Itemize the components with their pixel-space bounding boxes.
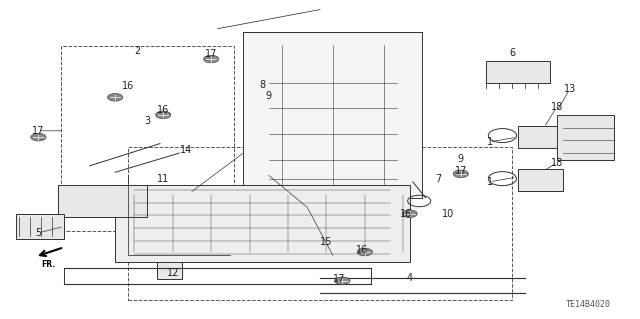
Text: 17: 17 (333, 274, 346, 284)
Text: 6: 6 (509, 48, 515, 58)
Bar (128, 147, 512, 300)
Text: 8: 8 (259, 79, 266, 90)
Circle shape (402, 210, 417, 218)
Bar (518, 169, 563, 191)
Text: TE14B4020: TE14B4020 (566, 300, 611, 309)
Text: 9: 9 (458, 154, 464, 165)
Text: 11: 11 (157, 174, 170, 184)
Text: 13: 13 (563, 84, 576, 94)
Text: 17: 17 (454, 166, 467, 176)
Text: 16: 16 (157, 105, 170, 115)
Bar (557, 115, 614, 160)
Text: 16: 16 (122, 81, 134, 91)
Text: 17: 17 (32, 126, 45, 136)
Text: 15: 15 (320, 237, 333, 248)
Text: 4: 4 (406, 272, 413, 283)
Circle shape (156, 111, 171, 119)
Circle shape (335, 277, 350, 285)
Bar (58, 185, 147, 217)
Text: 1: 1 (486, 177, 493, 187)
Text: 2: 2 (134, 46, 141, 56)
Text: 16: 16 (400, 209, 413, 219)
Circle shape (31, 133, 46, 141)
Circle shape (453, 170, 468, 178)
Circle shape (204, 55, 219, 63)
Text: 12: 12 (166, 268, 179, 278)
Bar (115, 185, 410, 262)
Bar (518, 126, 563, 148)
Text: 7: 7 (435, 174, 442, 184)
Bar (157, 262, 182, 279)
Bar (243, 32, 422, 198)
Text: 9: 9 (266, 91, 272, 101)
Text: 3: 3 (144, 116, 150, 126)
Text: 5: 5 (35, 228, 42, 238)
Text: 18: 18 (550, 102, 563, 112)
Text: 18: 18 (550, 158, 563, 168)
Text: 16: 16 (355, 245, 368, 256)
Text: 1: 1 (486, 137, 493, 147)
Bar (16, 214, 64, 239)
Text: 10: 10 (442, 209, 454, 219)
Circle shape (357, 248, 372, 256)
Text: 17: 17 (205, 49, 218, 59)
Bar (61, 46, 234, 231)
Text: FR.: FR. (41, 260, 55, 269)
Circle shape (108, 93, 123, 101)
Text: 14: 14 (179, 145, 192, 155)
Bar (486, 61, 550, 83)
